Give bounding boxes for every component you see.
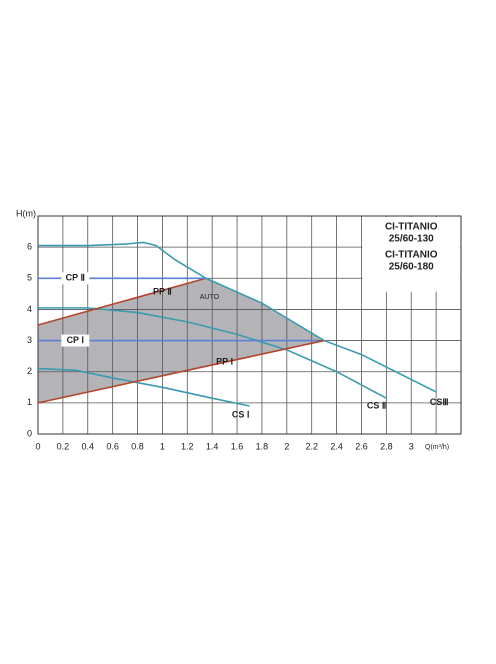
series-line: [38, 241, 437, 393]
series-line: [37, 339, 325, 404]
series-label: CS Ⅰ: [232, 410, 250, 420]
series-label: CSⅢ: [430, 397, 449, 407]
x-tick-label: 1.2: [181, 441, 194, 451]
x-tick-label: 0.6: [106, 441, 119, 451]
legend-box: [362, 217, 460, 292]
x-tick-label: 0.8: [131, 441, 144, 451]
series-line: [37, 367, 250, 407]
series-label: CS Ⅱ: [367, 400, 386, 410]
series-label: PP Ⅰ: [216, 357, 233, 367]
x-tick-label: 0.4: [82, 441, 95, 451]
y-tick-label: 3: [27, 335, 32, 345]
y-tick-label: 1: [27, 397, 32, 407]
x-tick-label: 1.6: [231, 441, 244, 451]
legend-text: CI-TITANIO: [385, 250, 438, 261]
legend-text: CI-TITANIO: [385, 222, 438, 233]
y-tick-label: 2: [27, 366, 32, 376]
series-label: CP Ⅱ: [66, 273, 85, 283]
legend-text: 25/60-130: [389, 234, 434, 245]
x-tick-label: 0: [35, 441, 40, 451]
x-tick-label: 1.4: [206, 441, 219, 451]
x-tick-label: 1.8: [256, 441, 269, 451]
legend-text: 25/60-180: [389, 262, 434, 273]
label-bg: [61, 334, 90, 347]
series-label: PP Ⅱ: [153, 287, 172, 297]
x-tick-label: 2.4: [330, 441, 343, 451]
x-tick-label: 2: [284, 441, 289, 451]
y-axis-label: H(m): [16, 208, 36, 218]
y-tick-label: 5: [27, 273, 32, 283]
y-tick-label: 4: [27, 304, 32, 314]
x-tick-label: 1: [160, 441, 165, 451]
y-tick-label: 6: [27, 242, 32, 252]
x-axis-label: Q(m³/h): [425, 444, 449, 451]
x-tick-label: 3: [409, 441, 414, 451]
series-line: [37, 277, 207, 326]
x-tick-label: 2.6: [355, 441, 368, 451]
region-label: AUTO: [200, 294, 220, 301]
x-tick-label: 2.8: [380, 441, 393, 451]
x-tick-label: 2.2: [305, 441, 318, 451]
y-tick-label: 0: [27, 428, 32, 438]
label-bg: [61, 272, 90, 285]
x-tick-label: 0.2: [57, 441, 70, 451]
series-label: CP Ⅰ: [67, 335, 85, 345]
